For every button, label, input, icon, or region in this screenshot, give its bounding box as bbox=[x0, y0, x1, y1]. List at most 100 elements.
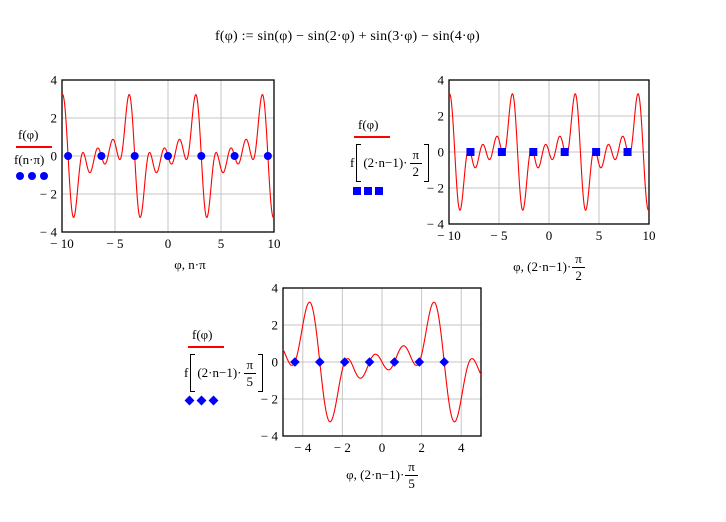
y-tick-label: 0 bbox=[272, 355, 279, 370]
plot1-chart[interactable]: − 10 − 5 0 5 10 4 2 0 − 2 − 4 bbox=[28, 70, 294, 266]
data-marker-circle bbox=[230, 152, 239, 160]
data-marker-circle bbox=[64, 152, 73, 160]
data-marker-square bbox=[560, 148, 569, 156]
x-tick-label: 0 bbox=[379, 440, 386, 455]
plot-frame bbox=[61, 79, 275, 233]
y-tick-label: − 4 bbox=[427, 217, 445, 232]
plot1-legend-marker-sample bbox=[16, 171, 48, 180]
right-bracket-icon bbox=[258, 354, 264, 393]
circle-marker-icon bbox=[28, 171, 36, 180]
data-marker-circle bbox=[263, 152, 272, 160]
x-tick-label: 5 bbox=[596, 228, 603, 243]
fraction-numerator: π bbox=[243, 358, 257, 374]
right-bracket-icon bbox=[424, 144, 430, 183]
circle-marker-icon bbox=[40, 171, 48, 180]
fraction: π 2 bbox=[409, 148, 423, 179]
x-tick-label: − 5 bbox=[106, 236, 123, 251]
fraction-numerator: π bbox=[572, 252, 585, 268]
plot2-x-axis-label-text: φ, (2·n−1)· bbox=[513, 259, 572, 275]
fraction-denominator: 5 bbox=[246, 373, 254, 389]
x-tick-label: − 10 bbox=[437, 228, 461, 243]
plot2-legend: f(φ) f (2·n−1)· π 2 bbox=[350, 117, 430, 196]
argument-text: (2·n−1)· bbox=[197, 365, 242, 381]
fraction-denominator: 2 bbox=[575, 267, 582, 283]
y-tick-label: 4 bbox=[51, 73, 58, 88]
x-tick-label: 2 bbox=[418, 440, 425, 455]
y-tick-label: − 2 bbox=[427, 181, 444, 196]
x-tick-label: 0 bbox=[165, 236, 172, 251]
x-tick-label: − 4 bbox=[294, 440, 312, 455]
plot2-x-axis-label: φ, (2·n−1)· π 2 bbox=[449, 252, 649, 282]
y-tick-label: − 2 bbox=[261, 392, 278, 407]
square-marker-icon bbox=[364, 187, 372, 196]
fraction-denominator: 2 bbox=[412, 163, 420, 179]
argument-text: (2·n−1)· bbox=[363, 155, 408, 171]
function-name: f bbox=[184, 365, 189, 381]
square-marker-icon bbox=[353, 187, 361, 196]
diamond-marker-icon bbox=[184, 395, 195, 406]
data-marker-square bbox=[529, 148, 538, 156]
data-marker-diamond bbox=[439, 357, 450, 367]
plot3-legend-marker-sample bbox=[184, 395, 219, 406]
y-tick-label: 4 bbox=[272, 281, 279, 296]
plot2-chart[interactable]: − 10 − 5 0 5 10 4 2 0 − 2 − 4 bbox=[415, 70, 671, 258]
x-tick-label: 4 bbox=[458, 440, 465, 455]
data-marker-square bbox=[466, 148, 475, 156]
plot3-legend-trace2-label: f (2·n−1)· π 5 bbox=[184, 353, 264, 393]
fraction: π 2 bbox=[572, 252, 585, 282]
plot2-legend-trace1-label: f(φ) bbox=[358, 117, 379, 132]
fraction: π 5 bbox=[405, 460, 418, 490]
x-tick-label: 5 bbox=[218, 236, 225, 251]
y-tick-label: 2 bbox=[51, 111, 58, 126]
y-tick-label: 0 bbox=[51, 149, 58, 164]
data-marker-circle bbox=[130, 152, 139, 160]
data-marker-square bbox=[497, 148, 506, 156]
plot2-legend-marker-sample bbox=[353, 187, 383, 196]
fraction-numerator: π bbox=[405, 460, 418, 476]
plot2-legend-line-sample bbox=[354, 136, 390, 139]
plot1-legend-trace2-label: f(n·π) bbox=[14, 152, 45, 168]
y-tick-label: − 4 bbox=[261, 429, 279, 444]
x-tick-label: − 2 bbox=[334, 440, 351, 455]
plot1-x-axis-label-text: φ, n·π bbox=[174, 257, 206, 272]
x-tick-label: − 10 bbox=[50, 236, 74, 251]
y-tick-label: − 2 bbox=[40, 187, 57, 202]
plot3-chart[interactable]: − 4 − 2 0 2 4 4 2 0 − 2 − 4 bbox=[249, 278, 503, 470]
plot1-legend: f(φ) f(n·π) bbox=[14, 127, 52, 180]
data-marker-diamond bbox=[389, 357, 400, 367]
x-tick-label: 0 bbox=[546, 228, 553, 243]
plot3-x-axis-label-text: φ, (2·n−1)· bbox=[346, 467, 405, 483]
square-marker-icon bbox=[375, 187, 383, 196]
y-tick-label: 4 bbox=[438, 73, 445, 88]
y-tick-label: 0 bbox=[438, 145, 445, 160]
x-tick-label: 10 bbox=[268, 236, 281, 251]
x-tick-label: − 5 bbox=[490, 228, 507, 243]
fraction-numerator: π bbox=[409, 148, 423, 164]
function-curve bbox=[282, 301, 482, 423]
plot3-x-axis-label: φ, (2·n−1)· π 5 bbox=[283, 460, 481, 490]
plot2-legend-trace2-label: f (2·n−1)· π 2 bbox=[350, 143, 430, 183]
data-marker-circle bbox=[164, 152, 172, 160]
y-tick-label: 2 bbox=[272, 318, 279, 333]
plot-frame bbox=[448, 79, 650, 225]
diamond-marker-icon bbox=[196, 395, 207, 406]
function-definition[interactable]: f(φ) := sin(φ) − sin(2·φ) + sin(3·φ) − s… bbox=[215, 29, 480, 44]
data-marker-circle bbox=[197, 152, 206, 160]
fraction: π 5 bbox=[243, 358, 257, 389]
y-tick-label: 2 bbox=[438, 109, 445, 124]
plot3-legend-trace1-label: f(φ) bbox=[192, 327, 213, 342]
plot1-legend-trace1-label: f(φ) bbox=[18, 127, 39, 142]
plot-frame bbox=[282, 287, 482, 437]
data-marker-diamond bbox=[364, 357, 375, 367]
diamond-marker-icon bbox=[208, 395, 219, 406]
y-tick-label: − 4 bbox=[40, 225, 58, 240]
data-marker-square bbox=[623, 148, 632, 156]
left-bracket-icon bbox=[356, 144, 362, 183]
x-tick-label: 10 bbox=[643, 228, 656, 243]
left-bracket-icon bbox=[190, 354, 196, 393]
plot1-x-axis-label: φ, n·π bbox=[90, 257, 290, 273]
fraction-denominator: 5 bbox=[408, 475, 415, 491]
data-marker-diamond bbox=[314, 357, 325, 367]
function-name: f bbox=[350, 155, 355, 171]
